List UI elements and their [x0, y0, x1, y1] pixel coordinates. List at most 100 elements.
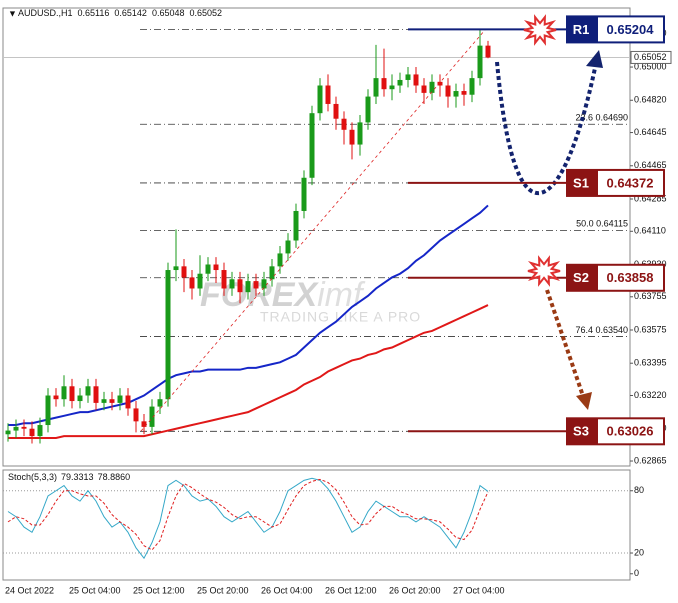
candle-body	[109, 399, 115, 403]
moving-average	[8, 204, 489, 427]
level-value-box	[596, 15, 665, 44]
stoch-line	[7, 477, 489, 560]
candle-body	[77, 395, 83, 402]
candle-body	[61, 386, 67, 400]
y-tick-label: 0	[634, 568, 639, 578]
header-value: 0.65116	[78, 8, 110, 18]
candle-body	[397, 79, 403, 86]
candle-body	[29, 428, 35, 437]
candle-body	[125, 395, 131, 409]
candle-body	[269, 266, 275, 280]
candle-body	[85, 386, 91, 396]
trend-line	[140, 29, 486, 432]
stoch-readout: 79.3313	[61, 472, 94, 482]
fib-label: 76.4 0.63540	[575, 325, 628, 335]
x-tick-label: 25 Oct 20:00	[197, 585, 249, 595]
y-tick-label: 0.64820	[634, 95, 667, 105]
level-name-box	[566, 263, 596, 292]
x-tick-label: 27 Oct 04:00	[453, 585, 505, 595]
y-tick-label: 0.64645	[634, 127, 667, 137]
candle-body	[445, 85, 451, 97]
candle-body	[221, 270, 227, 289]
level-value: 0.63858	[607, 270, 654, 285]
y-tick-label: 0.63575	[634, 324, 667, 334]
level-name: R1	[573, 22, 590, 37]
level-name-box	[566, 417, 596, 446]
candle-body	[293, 210, 299, 241]
y-tick-label: 0.64285	[634, 193, 667, 203]
x-tick-label: 25 Oct 12:00	[133, 585, 185, 595]
stoch-panel-frame	[2, 469, 631, 581]
candle-body	[421, 85, 427, 93]
candle-body	[149, 406, 155, 427]
candle-body	[13, 426, 19, 431]
watermark: FOREXimf	[200, 276, 366, 314]
level-value-box	[596, 417, 665, 446]
stoch-readout: 78.8860	[98, 472, 131, 482]
watermark-brand: FOREX	[200, 276, 319, 314]
burst	[527, 255, 561, 287]
candle-body	[381, 78, 387, 90]
candle-body	[429, 81, 435, 93]
y-tick-label: 0.63220	[634, 390, 667, 400]
x-tick-label: 25 Oct 04:00	[69, 585, 121, 595]
candle-body	[205, 264, 211, 274]
moving-average	[8, 304, 489, 439]
candle-body	[189, 277, 195, 289]
fib-label: 23.6 0.64690	[575, 113, 628, 123]
level-name-box	[566, 168, 596, 197]
candle-body	[181, 266, 187, 278]
y-tick-label: 0.63395	[634, 358, 667, 368]
candle-body	[461, 91, 467, 95]
candle-body	[229, 279, 235, 289]
annotation-layer: ▼ AUDUSD.,H1 0.65116 0.65142 0.65048 0.65052…	[8, 8, 665, 482]
candle-body	[469, 78, 475, 95]
candle-body	[5, 430, 11, 435]
candle-body	[141, 421, 147, 427]
candle-body	[277, 253, 283, 267]
candle-body	[213, 264, 219, 271]
header-marker: ▼	[8, 8, 17, 18]
candle-body	[357, 122, 363, 145]
level-value: 0.64372	[607, 175, 654, 190]
stoch-line	[7, 478, 489, 551]
candle-body	[237, 279, 243, 293]
header-value: 0.65052	[189, 8, 222, 18]
header: AUDUSD.,H1 0.65116 0.65142 0.65048 0.65052	[18, 8, 222, 18]
level-value-box	[596, 168, 665, 197]
level-name: S2	[573, 270, 589, 285]
candle-body	[245, 281, 251, 293]
level-value: 0.65204	[607, 22, 655, 37]
candle-body	[197, 273, 203, 289]
candle-body	[69, 386, 75, 402]
candle-body	[117, 395, 123, 403]
main-panel-frame	[2, 7, 631, 467]
candle-body	[309, 113, 315, 178]
stoch-title: Stoch(5,3,3) 79.3313 78.8860	[8, 472, 130, 482]
candle-body	[165, 270, 171, 400]
current-price-box	[630, 50, 672, 64]
candle-body	[389, 85, 395, 90]
candle-body	[21, 426, 27, 429]
candle-body	[157, 399, 163, 407]
y-tick-label: 0.64110	[634, 226, 666, 236]
stoch-name: Stoch(5,3,3)	[8, 472, 57, 482]
candle-body	[301, 177, 307, 211]
current-price-label: 0.65052	[634, 52, 667, 62]
y-tick-label: 0.63755	[634, 291, 667, 301]
candle-body	[485, 45, 491, 58]
y-tick-label: 0.64465	[634, 160, 667, 170]
candle-body	[53, 395, 59, 400]
candle-body	[173, 266, 179, 271]
x-tick-label: 26 Oct 20:00	[389, 585, 441, 595]
candle-body	[437, 81, 443, 86]
fib-label: 50.0 0.64115	[576, 219, 628, 229]
candle-body	[93, 386, 99, 403]
arrow-head	[586, 50, 603, 68]
candle-body	[333, 103, 339, 119]
down-arrow	[545, 289, 585, 397]
